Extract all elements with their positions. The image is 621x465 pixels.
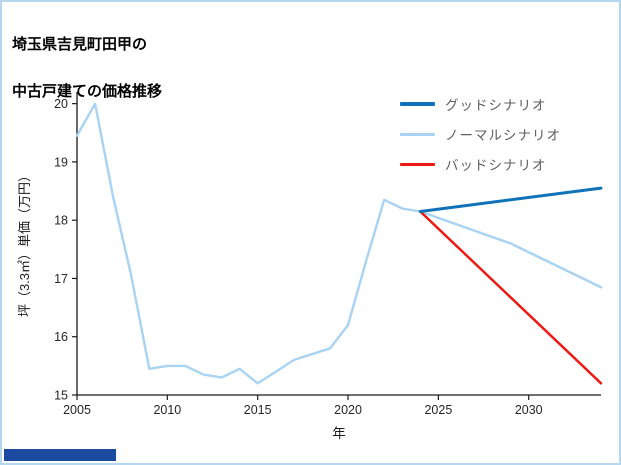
good-scenario-line-swatch xyxy=(400,102,435,106)
svg-text:15: 15 xyxy=(54,389,68,403)
bad-scenario-line-swatch xyxy=(400,162,435,166)
svg-text:2010: 2010 xyxy=(153,403,181,417)
x-axis-label: 年 xyxy=(332,426,346,441)
page-title-line1: 埼玉県吉見町田甲の xyxy=(12,36,148,54)
legend-item-bad-scenario: バッドシナリオ xyxy=(400,154,561,174)
svg-text:2005: 2005 xyxy=(63,403,91,417)
legend-label: グッドシナリオ xyxy=(445,98,547,113)
svg-text:19: 19 xyxy=(54,155,68,169)
chart-legend: グッドシナリオ ノーマルシナリオ バッドシナリオ xyxy=(400,94,561,184)
svg-text:2030: 2030 xyxy=(515,403,543,417)
svg-text:17: 17 xyxy=(54,272,68,286)
page-title-line2: 中古戸建ての価格推移 xyxy=(12,82,163,100)
svg-text:2015: 2015 xyxy=(244,403,272,417)
svg-text:20: 20 xyxy=(54,97,68,111)
legend-item-normal-scenario: ノーマルシナリオ xyxy=(400,124,561,144)
svg-text:2020: 2020 xyxy=(334,403,362,417)
legend-label: バッドシナリオ xyxy=(445,158,547,173)
svg-text:18: 18 xyxy=(54,214,68,228)
watermark-bar xyxy=(4,449,116,461)
legend-item-good-scenario: グッドシナリオ xyxy=(400,94,561,114)
legend-label: ノーマルシナリオ xyxy=(445,128,561,143)
svg-text:2025: 2025 xyxy=(424,403,452,417)
normal-scenario-line-swatch xyxy=(400,132,435,136)
y-axis-label: 坪（3.3㎡）単価（万円） xyxy=(17,168,32,318)
page-title: 埼玉県吉見町田甲の 中古戸建ての価格推移 xyxy=(12,10,162,126)
svg-text:16: 16 xyxy=(54,330,68,344)
